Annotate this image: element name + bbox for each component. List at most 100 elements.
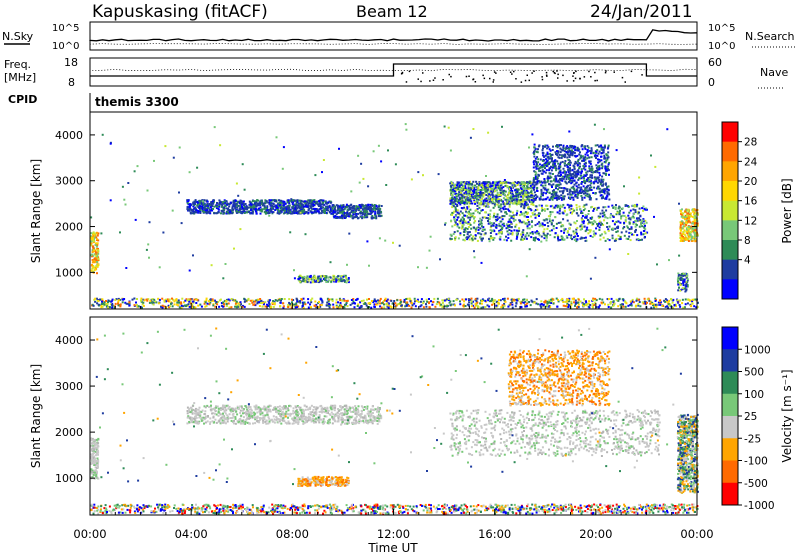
nave-point: [408, 70, 411, 73]
echo-point: [358, 208, 360, 210]
echo-point: [542, 147, 544, 150]
echo-point: [481, 185, 484, 188]
echo-point: [226, 202, 229, 205]
echo-point: [558, 205, 561, 208]
echo-point: [577, 158, 580, 161]
echo-point: [542, 186, 545, 189]
echo-point: [579, 228, 582, 231]
echo-point: [499, 184, 502, 187]
echo-point: [315, 280, 318, 283]
echo-point: [378, 215, 381, 218]
nave-point: [520, 81, 523, 83]
echo-point: [563, 150, 566, 153]
echo-point: [299, 208, 302, 211]
echo-point: [577, 178, 580, 181]
echo-point: [322, 199, 325, 202]
echo-point: [599, 224, 602, 226]
echo-point: [95, 231, 98, 234]
echo-point: [622, 211, 625, 214]
echo-point: [456, 218, 459, 221]
echo-point: [681, 302, 684, 305]
echo-point: [449, 197, 452, 200]
echo-point: [575, 228, 578, 231]
echo-point: [575, 185, 578, 188]
echo-point: [590, 156, 593, 159]
echo-point: [260, 208, 263, 211]
echo-point: [680, 277, 683, 280]
echo-point: [600, 147, 603, 150]
echo-point: [471, 196, 474, 199]
echo-point: [203, 199, 206, 202]
echo-point: [566, 203, 569, 206]
echo-point: [456, 186, 459, 189]
echo-point: [560, 198, 563, 201]
echo-point: [157, 297, 160, 300]
echo-point: [475, 209, 478, 212]
echo-point: [456, 211, 459, 214]
echo-point: [96, 272, 98, 275]
echo-point: [616, 227, 619, 230]
echo-point: [206, 211, 209, 214]
echo-point: [615, 204, 617, 206]
echo-point: [522, 196, 525, 199]
echo-point: [543, 164, 546, 167]
echo-point: [619, 209, 621, 212]
echo-point: [620, 217, 622, 220]
echo-point: [459, 210, 462, 213]
echo-point: [522, 221, 525, 224]
echo-point: [607, 188, 610, 191]
echo-point: [492, 187, 495, 190]
echo-point: [567, 303, 570, 306]
echo-point: [461, 196, 464, 199]
echo-point: [227, 207, 229, 210]
echo-point: [548, 172, 551, 175]
echo-point: [257, 298, 260, 301]
echo-point: [531, 212, 534, 215]
echo-point: [681, 227, 684, 230]
echo-point: [236, 204, 239, 207]
echo-point: [562, 171, 565, 174]
echo-point: [591, 167, 594, 170]
echo-point: [676, 278, 679, 281]
echo-point: [584, 153, 587, 156]
echo-point: [512, 182, 515, 185]
echo-point: [539, 181, 542, 184]
echo-point: [97, 258, 100, 261]
echo-point: [574, 195, 577, 197]
echo-point: [457, 194, 460, 197]
echo-point: [575, 190, 578, 193]
echo-point: [534, 198, 537, 201]
echo-point: [561, 160, 564, 163]
echo-point: [500, 199, 503, 202]
echo-point: [550, 176, 553, 179]
echo-point: [335, 276, 338, 278]
echo-point: [546, 153, 549, 156]
echo-point: [228, 306, 231, 309]
echo-point: [684, 284, 687, 287]
echo-point: [553, 160, 556, 162]
echo-point: [604, 189, 607, 192]
echo-point: [510, 229, 513, 232]
echo-point: [243, 204, 245, 207]
echo-point: [540, 180, 543, 183]
nave-tick-bottom: 0: [708, 76, 715, 89]
echo-point: [206, 209, 209, 211]
echo-point: [593, 219, 596, 222]
echo-point: [548, 162, 550, 165]
echo-point: [188, 203, 191, 206]
echo-point: [357, 303, 360, 306]
echo-point: [489, 237, 492, 240]
echo-point: [449, 233, 452, 236]
echo-point: [530, 190, 533, 193]
echo-point: [239, 205, 242, 208]
echo-point: [254, 200, 257, 203]
echo-point: [186, 202, 189, 205]
echo-point: [530, 191, 532, 194]
nave-point: [574, 77, 577, 80]
echo-point: [228, 299, 231, 302]
echo-point: [458, 181, 461, 184]
echo-point: [305, 203, 308, 206]
echo-point: [633, 216, 636, 219]
nsearch-tick-bottom: 10^0: [708, 41, 735, 52]
echo-point: [371, 215, 374, 217]
